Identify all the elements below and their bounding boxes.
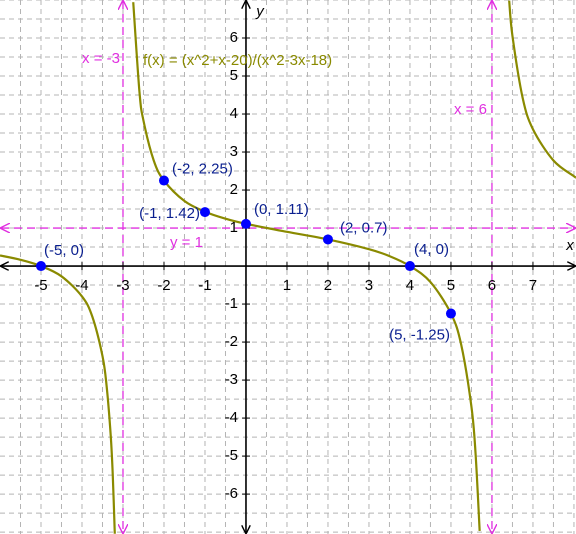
y-tick-label: 6 [230, 29, 238, 46]
function-label: f(x) = (x^2+x-20)/(x^2-3x-18) [143, 52, 332, 69]
data-point [158, 175, 169, 186]
point-label: (5, -1.25) [389, 327, 450, 344]
point-label: (-2, 2.25) [172, 161, 233, 178]
x-tick-label: 7 [529, 277, 537, 294]
data-point [240, 218, 251, 229]
data-point [35, 261, 46, 272]
point-label: (4, 0) [414, 241, 449, 258]
x-tick-label: -4 [75, 277, 88, 294]
x-tick-label: -1 [198, 277, 211, 294]
data-point [404, 261, 415, 272]
y-tick-label: -6 [225, 485, 238, 502]
y-tick-label: 4 [230, 105, 238, 122]
x-tick-label: 5 [447, 277, 455, 294]
x-tick-label: 2 [324, 277, 332, 294]
y-tick-label: 5 [230, 67, 238, 84]
x-tick-label: 4 [406, 277, 414, 294]
y-tick-label: 3 [230, 143, 238, 160]
data-point [199, 207, 210, 218]
y-tick-label: -4 [225, 409, 238, 426]
y-axis-label: y [255, 3, 265, 20]
y-tick-label: -1 [225, 295, 238, 312]
asymptote-label: x = 6 [454, 101, 487, 118]
data-point [322, 234, 333, 245]
x-tick-label: -3 [116, 277, 129, 294]
y-tick-label: 2 [230, 181, 238, 198]
x-tick-label: -5 [34, 277, 47, 294]
y-tick-label: 1 [230, 219, 238, 236]
y-tick-label: -3 [225, 371, 238, 388]
point-label: (0, 1.11) [254, 201, 309, 218]
x-axis-label: x [565, 237, 574, 254]
asymptote-label: x = -3 [82, 50, 120, 67]
point-label: (2, 0.7) [340, 219, 388, 236]
x-tick-label: -2 [157, 277, 170, 294]
y-tick-label: -5 [225, 447, 238, 464]
point-label: (-5, 0) [44, 242, 84, 259]
data-point [445, 308, 456, 319]
x-tick-label: 1 [283, 277, 291, 294]
y-tick-label: -2 [225, 333, 238, 350]
asymptote-label: y = 1 [170, 234, 203, 251]
x-tick-label: 3 [365, 277, 373, 294]
point-label: (-1, 1.42) [139, 205, 200, 222]
x-tick-label: 6 [488, 277, 496, 294]
